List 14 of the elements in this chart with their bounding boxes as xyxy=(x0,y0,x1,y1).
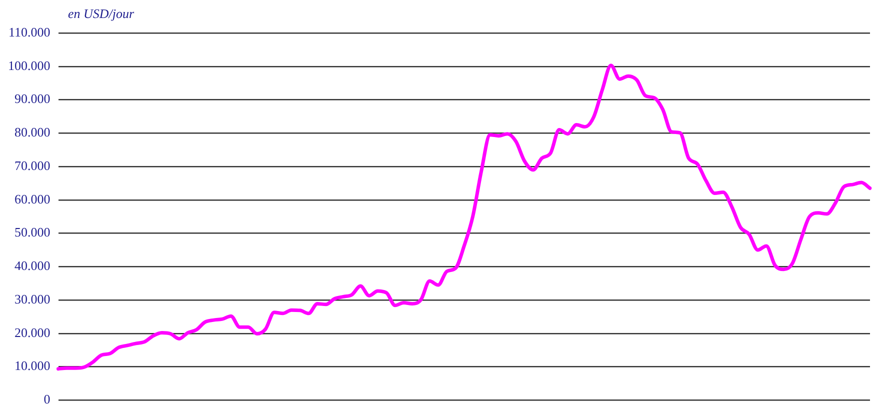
y-tick-label: 110.000 xyxy=(8,24,50,40)
line-series xyxy=(56,64,872,371)
y-axis-title: en USD/jour xyxy=(68,6,134,22)
y-tick-label: 100.000 xyxy=(8,58,50,73)
y-tick-label: 60.000 xyxy=(14,191,50,206)
y-tick-label: 90.000 xyxy=(14,91,50,106)
y-tick-label: 80.000 xyxy=(14,124,50,140)
y-tick-label: 10.000 xyxy=(14,358,50,374)
y-tick-label: 30.000 xyxy=(14,291,50,306)
y-tick-label: 40.000 xyxy=(14,258,50,274)
y-tick-label: 50.000 xyxy=(14,224,50,240)
y-tick-label: 70.000 xyxy=(14,158,50,173)
y-tick-label: 20.000 xyxy=(14,324,50,340)
y-tick-label: 0 xyxy=(44,392,50,407)
